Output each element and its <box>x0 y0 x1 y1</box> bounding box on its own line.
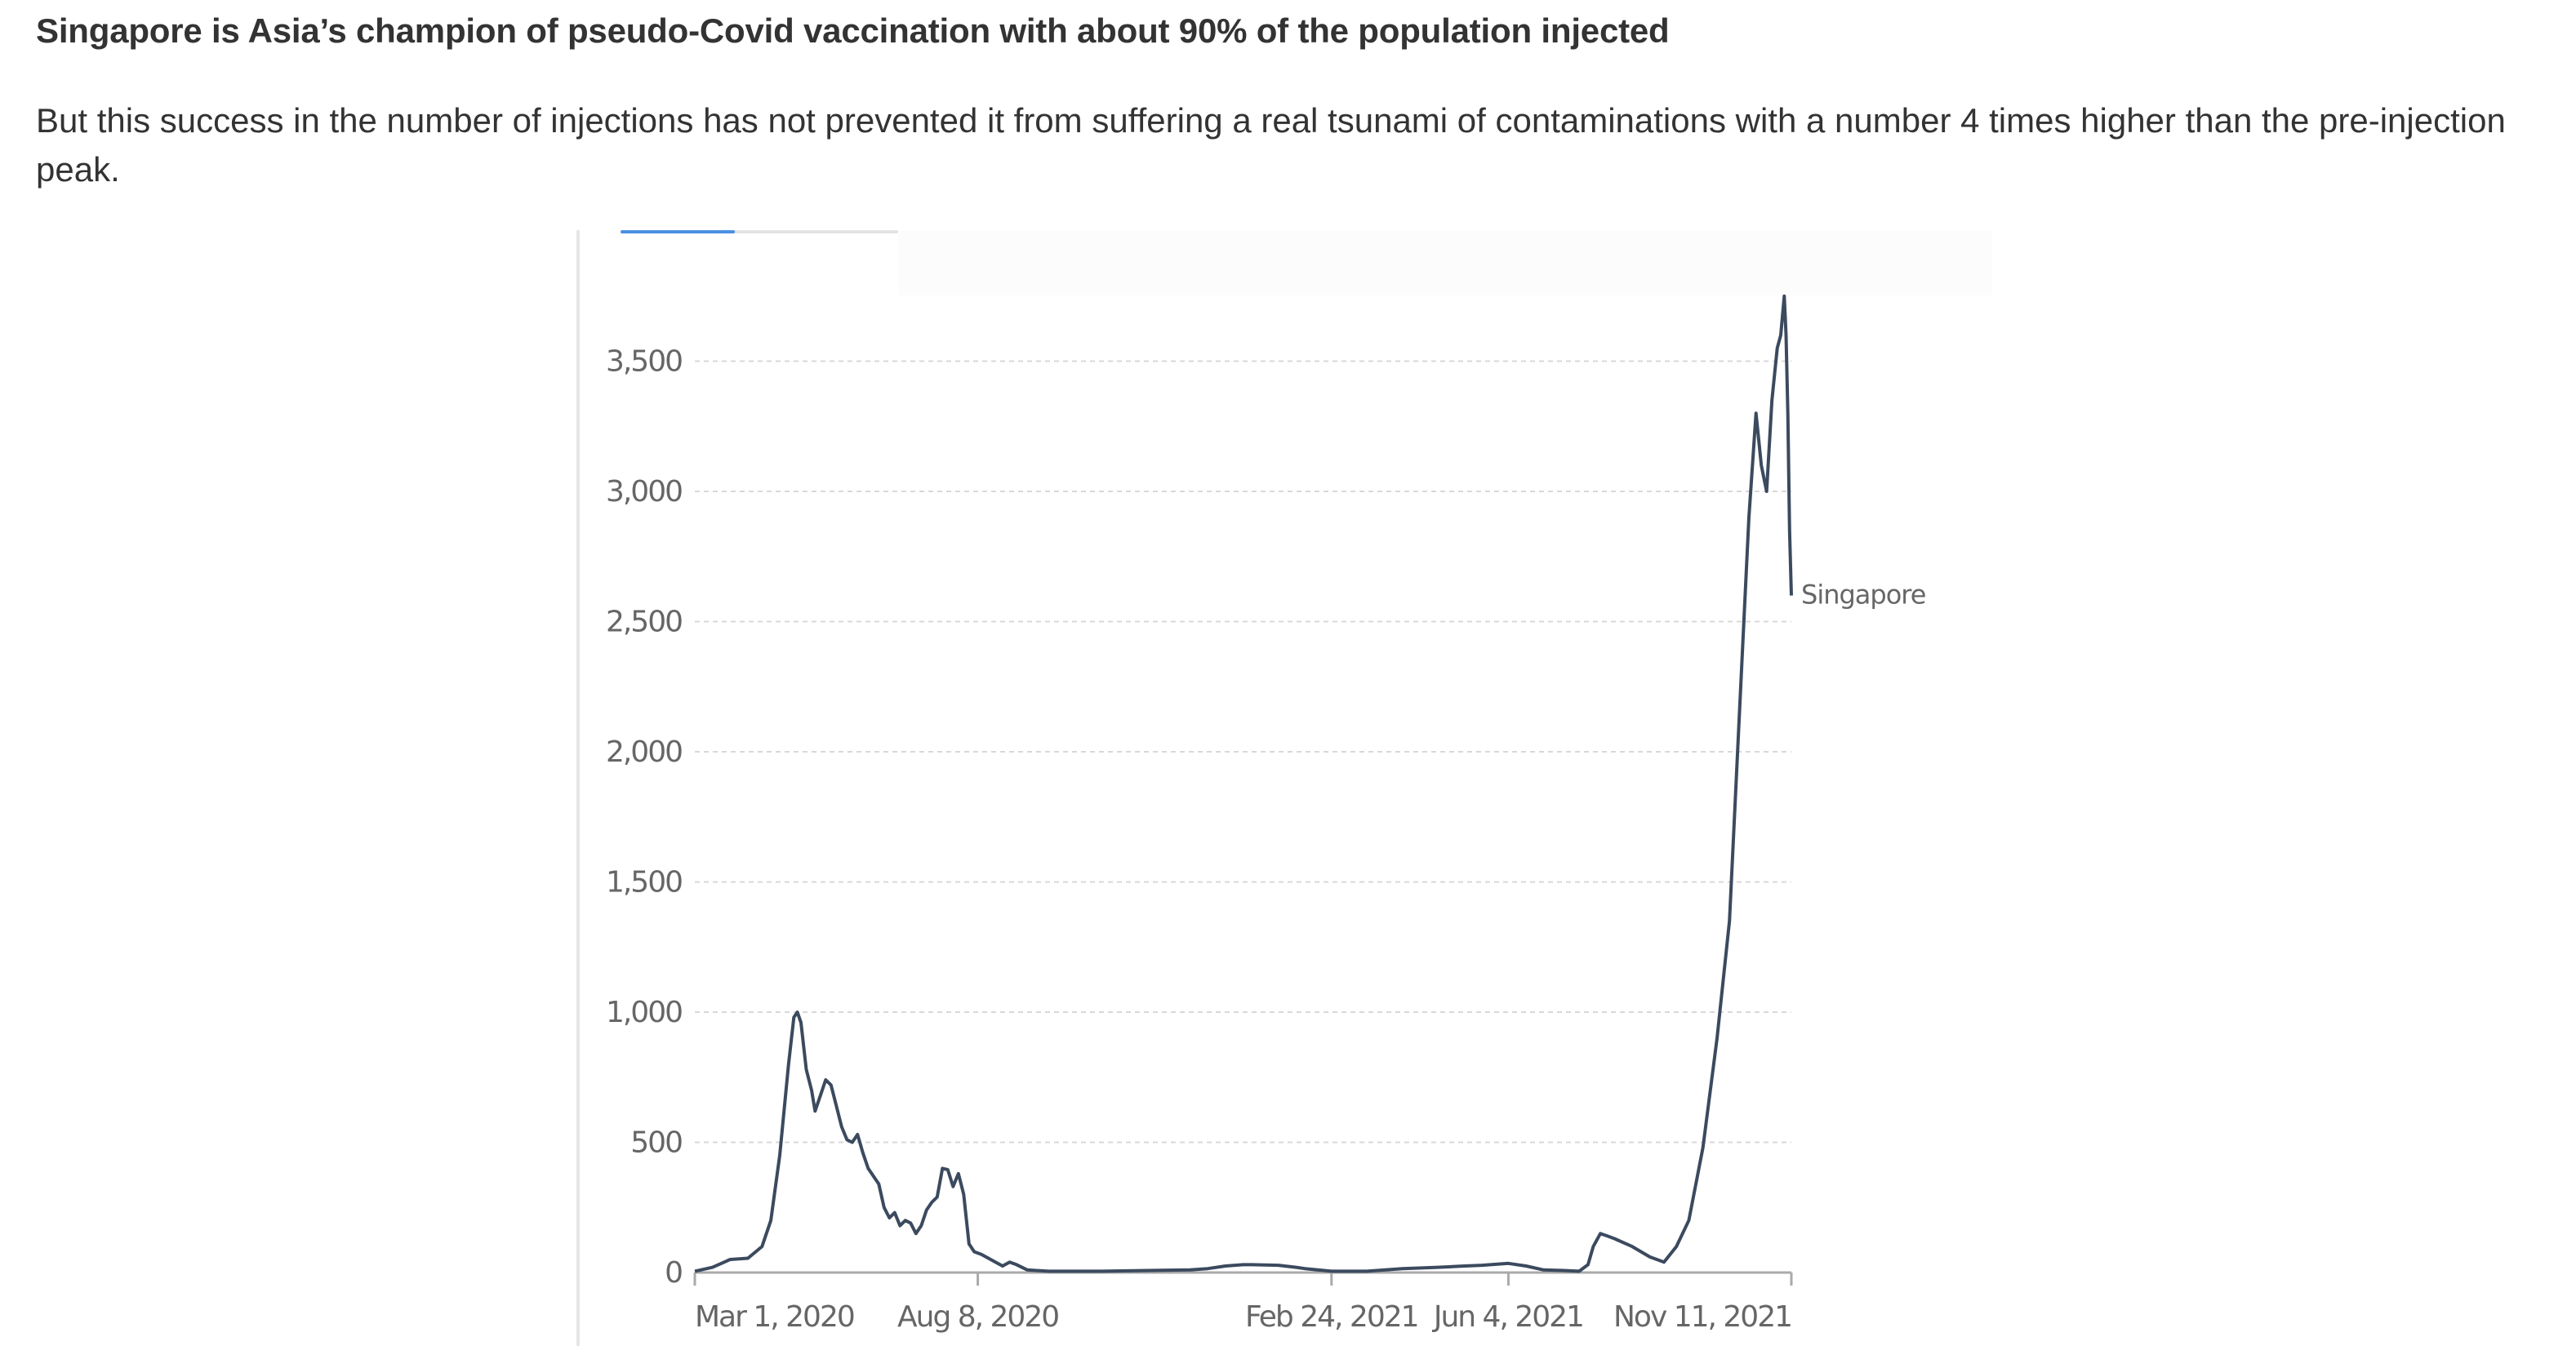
y-tick-label: 1,000 <box>606 996 682 1029</box>
series-layer <box>694 294 1793 1273</box>
y-axis: 0 500 1,000 1,500 2,000 2,500 3,000 3,500 <box>606 345 683 1290</box>
gridlines <box>695 360 1791 1144</box>
y-tick-label: 0 <box>665 1256 682 1290</box>
y-tick-label: 500 <box>630 1126 682 1160</box>
series-label-singapore: Singapore <box>1801 580 1925 611</box>
x-tick-label: Jun 4, 2021 <box>1432 1300 1583 1334</box>
series-line-singapore <box>694 294 1793 1273</box>
chart-tab-strip[interactable] <box>621 230 898 233</box>
article-headline: Singapore is Asia’s champion of pseudo-C… <box>36 11 1670 50</box>
x-axis: Mar 1, 2020 Aug 8, 2020 Feb 24, 2021 Jun 4,… <box>693 1271 1793 1334</box>
article-intro: But this success in the number of inject… <box>36 101 2506 189</box>
chart-tab-active-indicator[interactable] <box>621 230 735 233</box>
chart-frame-border <box>576 230 580 1346</box>
chart-container: 0 500 1,000 1,500 2,000 2,500 3,000 3,500 Mar 1… <box>576 230 1992 1346</box>
y-tick-label: 3,000 <box>606 475 682 509</box>
line-chart: 0 500 1,000 1,500 2,000 2,500 3,000 3,500 Mar 1… <box>606 294 1926 1334</box>
y-tick-label: 2,500 <box>606 606 682 639</box>
y-tick-label: 2,000 <box>606 735 682 769</box>
x-tick-label: Feb 24, 2021 <box>1245 1300 1418 1334</box>
x-tick-label: Nov 11, 2021 <box>1613 1300 1791 1334</box>
y-tick-label: 1,500 <box>606 866 682 900</box>
y-tick-label: 3,500 <box>606 345 682 379</box>
chart-header-area <box>898 230 1992 295</box>
x-tick-label: Aug 8, 2020 <box>897 1300 1058 1334</box>
x-tick-label: Mar 1, 2020 <box>695 1300 854 1334</box>
